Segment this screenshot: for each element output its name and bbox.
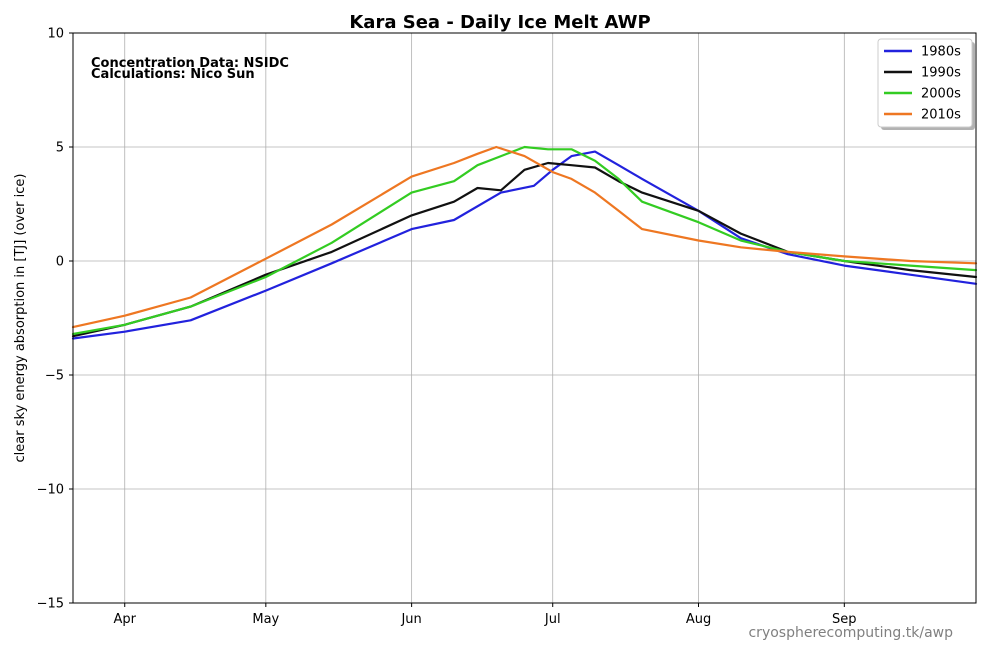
legend-box	[877, 38, 973, 128]
x-tick-label-jul: Jul	[544, 612, 561, 627]
credit-text: cryospherecomputing.tk/awp	[748, 625, 953, 641]
series-line-2000s	[71, 145, 978, 336]
grid-lines	[73, 32, 976, 604]
annotation-calculations: Calculations: Nico Sun	[91, 67, 255, 82]
legend-label-2000s: 2000s	[921, 87, 961, 102]
y-axis-label: clear sky energy absorption in [TJ] (ove…	[13, 174, 28, 463]
annotation-source: Concentration Data: NSIDC	[91, 56, 289, 71]
y-tick-label: −5	[45, 369, 64, 384]
legend: 1980s 1990s 2000s 2010s	[877, 38, 975, 130]
series-line-1980s	[71, 150, 978, 340]
x-tick-label-aug: Aug	[686, 612, 711, 627]
y-tick-label: −15	[37, 597, 64, 612]
series-line-2010s	[71, 145, 978, 329]
chart-title: Kara Sea - Daily Ice Melt AWP	[349, 12, 650, 33]
legend-label-2010s: 2010s	[921, 108, 961, 123]
legend-label-1990s: 1990s	[921, 66, 961, 81]
y-tick-label: 0	[56, 255, 64, 270]
plot-frame	[72, 32, 977, 604]
legend-label-1980s: 1980s	[921, 45, 961, 60]
series-line-1990s	[71, 161, 978, 338]
y-tick-label: 10	[47, 27, 64, 42]
x-tick-label-jun: Jun	[400, 612, 421, 627]
x-tick-label-may: May	[252, 612, 279, 627]
x-tick-label-apr: Apr	[113, 612, 136, 627]
y-tick-label: 5	[56, 141, 64, 156]
x-tick-label-sep: Sep	[832, 612, 857, 627]
x-axis-ticks: Apr May Jun Jul Aug Sep	[113, 603, 857, 627]
y-axis-ticks: 10 5 0 −5 −10 −15	[37, 27, 73, 612]
y-tick-label: −10	[37, 483, 64, 498]
series-lines	[71, 145, 978, 340]
